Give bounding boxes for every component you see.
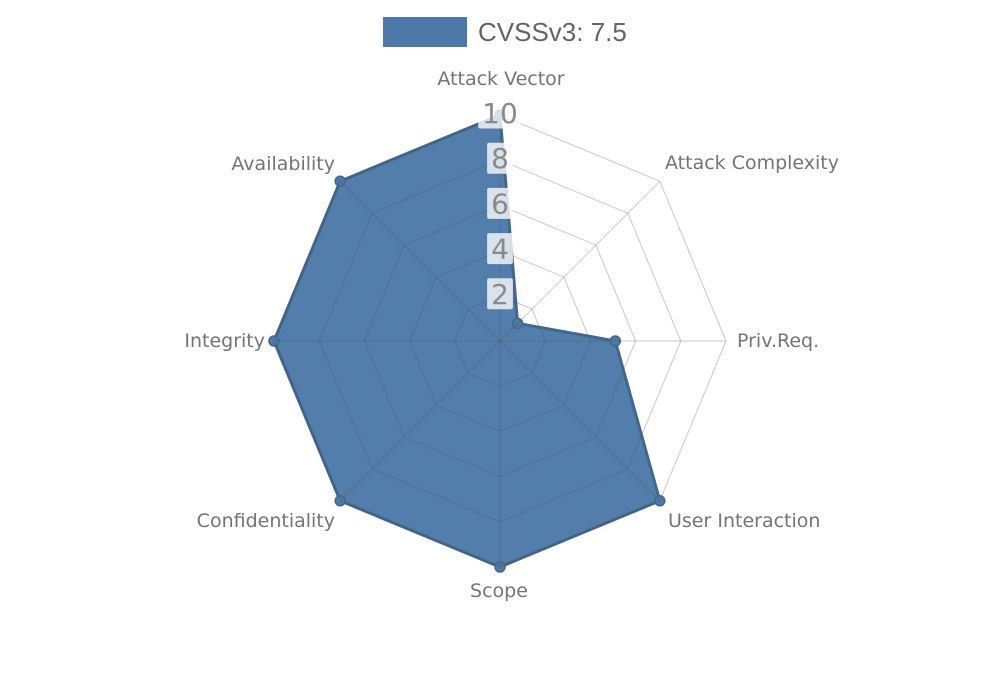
radar-angle-line <box>339 180 501 342</box>
radar-data-point[interactable] <box>334 175 346 187</box>
tick-backdrop <box>487 142 513 174</box>
radar-data-point[interactable] <box>334 495 346 507</box>
chart-legend[interactable]: CVSSv3: 7.5 <box>383 17 627 47</box>
radar-data-point[interactable] <box>654 495 666 507</box>
tick-backdrop <box>478 97 522 129</box>
legend-label: CVSSv3: 7.5 <box>478 17 627 47</box>
radar-data-point[interactable] <box>268 335 280 347</box>
radar-angle-line <box>499 180 661 342</box>
tick-label: 6 <box>491 187 509 220</box>
radar-angle-line <box>499 340 661 502</box>
axis-label: Integrity <box>184 330 265 352</box>
axis-label: Availability <box>231 153 335 175</box>
tick-label: 2 <box>491 278 509 311</box>
tick-backdrop <box>487 187 513 219</box>
tick-label: 4 <box>491 233 509 266</box>
tick-label: 8 <box>491 142 509 175</box>
tick-backdrop <box>487 233 513 265</box>
legend-swatch <box>383 17 467 47</box>
radar-grid-ring <box>363 204 637 478</box>
axis-label: Scope <box>470 580 528 602</box>
radar-grid-ring <box>454 295 546 387</box>
radar-data-point[interactable] <box>511 317 524 330</box>
tick-backdrop <box>487 278 513 310</box>
radar-data-point[interactable] <box>494 561 506 573</box>
axis-label: Priv.Req. <box>737 330 819 352</box>
axis-label: Attack Complexity <box>665 152 839 174</box>
radar-angle-line <box>339 340 501 502</box>
axis-label: Attack Vector <box>437 68 564 90</box>
radar-grid-ring <box>273 114 727 568</box>
radar-data-point[interactable] <box>609 335 622 347</box>
radar-grid-ring <box>409 250 591 432</box>
radar-grid-ring <box>318 159 682 523</box>
axis-label: Confidentiality <box>197 510 335 532</box>
axis-label: User Interaction <box>668 510 820 532</box>
tick-label: 10 <box>482 97 518 130</box>
